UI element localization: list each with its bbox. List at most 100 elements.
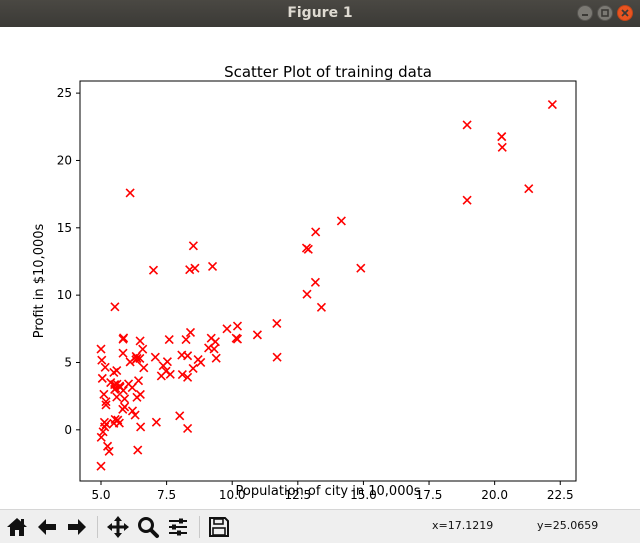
close-icon [621, 9, 629, 17]
data-point [188, 363, 198, 373]
data-point [190, 263, 200, 273]
data-point [130, 410, 140, 420]
scatter-plot: Scatter Plot of training data 5.0 7.5 10.0… [32, 63, 577, 502]
save-floppy-icon [209, 517, 229, 537]
home-button[interactable] [3, 513, 31, 541]
x-tick-label: 22.5 [547, 488, 574, 502]
figure-canvas[interactable]: Scatter Plot of training data 5.0 7.5 10.0… [0, 27, 640, 509]
data-point [177, 370, 187, 380]
data-point [175, 411, 185, 421]
data-point [136, 422, 146, 432]
x-tick-label: 7.5 [157, 488, 176, 502]
data-point [497, 142, 507, 152]
data-point [252, 330, 262, 340]
y-tick-label: 15 [57, 221, 72, 235]
data-point [127, 406, 138, 416]
back-button[interactable] [33, 513, 61, 541]
data-point [118, 334, 128, 344]
data-point [183, 351, 193, 361]
data-point [110, 384, 120, 394]
minimize-button[interactable] [577, 5, 593, 21]
data-point [232, 321, 243, 331]
data-point [100, 362, 110, 372]
data-point [336, 216, 346, 226]
data-point [207, 261, 218, 272]
data-point [272, 352, 282, 362]
data-point [462, 195, 472, 205]
data-point [112, 365, 122, 376]
data-point [101, 397, 111, 407]
forward-arrow-icon [68, 519, 86, 535]
pan-button[interactable] [104, 513, 132, 541]
data-point [232, 334, 243, 344]
data-point [310, 277, 320, 287]
save-button[interactable] [205, 513, 233, 541]
data-point [139, 363, 149, 373]
data-point [462, 120, 472, 130]
y-tick-label: 20 [57, 153, 72, 167]
cursor-y-readout: y=25.0659 [537, 519, 599, 532]
forward-button[interactable] [63, 513, 91, 541]
data-point [156, 371, 166, 381]
data-point [133, 445, 143, 455]
y-tick-label: 25 [57, 86, 72, 100]
navigation-toolbar: x=17.1219 y=25.0659 [0, 509, 640, 543]
data-point [148, 265, 159, 275]
x-tick-label: 17.5 [416, 488, 443, 502]
data-point [120, 402, 130, 412]
data-point [120, 394, 130, 404]
toolbar-separator [97, 516, 98, 538]
data-point [272, 318, 282, 328]
y-tick-label: 10 [57, 288, 72, 302]
data-point [356, 263, 366, 273]
data-point [101, 400, 111, 410]
x-tick-label: 20.0 [481, 488, 508, 502]
data-point [185, 265, 195, 275]
configure-subplots-button[interactable] [164, 513, 192, 541]
data-point [150, 352, 160, 362]
chart-title: Scatter Plot of training data [224, 63, 432, 81]
data-point [118, 348, 128, 358]
data-point [303, 244, 313, 254]
cursor-x-readout: x=17.1219 [432, 519, 494, 532]
maximize-button[interactable] [597, 5, 613, 21]
data-point [99, 389, 109, 399]
data-point [188, 241, 198, 251]
data-point [524, 184, 534, 194]
x-tick-label: 12.5 [284, 488, 311, 502]
zoom-magnifier-icon [138, 517, 159, 538]
configure-subplots-icon [169, 518, 187, 536]
data-point [158, 361, 168, 371]
axes-frame [79, 80, 577, 482]
data-point [104, 446, 114, 456]
y-axis-label: Profit in $10,000s [32, 223, 47, 338]
data-point [209, 344, 219, 354]
data-point [96, 432, 106, 442]
home-icon [7, 518, 27, 536]
window-titlebar[interactable]: Figure 1 [0, 0, 640, 27]
data-point [102, 441, 113, 451]
data-point [110, 302, 120, 312]
data-point [181, 335, 191, 345]
zoom-button[interactable] [134, 513, 162, 541]
x-axis-label: Population of city in 10,000s [235, 484, 420, 499]
y-tick-label: 5 [64, 355, 72, 369]
data-points [96, 100, 557, 471]
close-button[interactable] [617, 5, 633, 21]
data-point [183, 372, 193, 382]
data-point [222, 324, 232, 334]
data-point [302, 289, 312, 299]
data-point [135, 336, 145, 346]
maximize-icon [601, 9, 609, 17]
data-point [131, 351, 141, 361]
window-title: Figure 1 [287, 5, 353, 21]
data-point [547, 100, 557, 110]
toolbar-separator [199, 516, 200, 538]
data-point [165, 369, 175, 379]
data-point [96, 344, 106, 354]
x-tick-label: 10.0 [219, 488, 246, 502]
data-point [164, 335, 174, 345]
data-point [497, 132, 507, 142]
data-point [183, 423, 193, 434]
data-point [97, 373, 107, 383]
